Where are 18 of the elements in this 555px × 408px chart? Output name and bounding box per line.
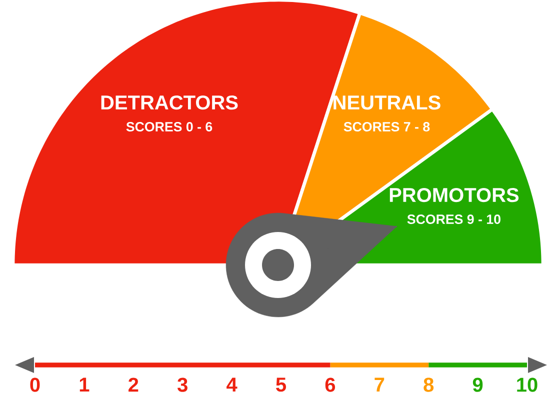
x-tick-label: 7 bbox=[374, 378, 384, 392]
x-tick-label: 1 bbox=[80, 378, 90, 392]
text: SCORES 0 - 6 bbox=[126, 122, 212, 132]
text: SCORES 9 - 10 bbox=[407, 214, 500, 224]
x-tick-label: 0 bbox=[30, 378, 40, 392]
x-tick-label: 3 bbox=[178, 378, 188, 392]
x-tick-label: 4 bbox=[226, 378, 238, 392]
x-tick-label: 2 bbox=[128, 378, 138, 392]
x-tick-label: 5 bbox=[276, 378, 286, 392]
slice-label: PROMOTORS bbox=[390, 188, 519, 202]
text: SCORES 7 - 8 bbox=[344, 122, 430, 132]
x-tick-label: 9 bbox=[472, 378, 483, 392]
bar bbox=[330, 362, 429, 368]
x-tick-label: 6 bbox=[325, 378, 336, 392]
slice-label: NEUTRALS bbox=[334, 95, 440, 110]
x-tick-label: 8 bbox=[424, 378, 434, 392]
x-tick-label: 10 bbox=[517, 378, 538, 392]
slice-label: DETRACTORS bbox=[101, 95, 238, 110]
